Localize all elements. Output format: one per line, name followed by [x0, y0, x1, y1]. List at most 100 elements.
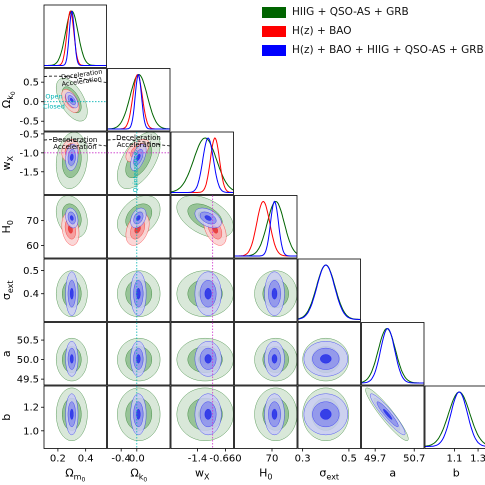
marginal-curve-0 [234, 200, 297, 257]
x-tick-label: 0.3 [295, 454, 311, 465]
legend-label: H(z) + BAO [292, 25, 352, 37]
deceleration-boundary [43, 139, 107, 147]
marginal-curve-0 [298, 264, 361, 320]
x-tick-label: 70 [266, 454, 279, 465]
marginal-curve-0 [425, 391, 485, 447]
panel-frame [107, 195, 171, 259]
contour-panel [117, 337, 161, 382]
contour-2-2 [204, 408, 212, 420]
contour-2-2 [271, 354, 278, 364]
contour-panel [55, 78, 88, 122]
y-tick-label: 70 [26, 216, 39, 227]
x-tick-label: 50.7 [403, 454, 425, 465]
panel-frame [234, 258, 298, 322]
x-tick-label: 49.7 [364, 454, 386, 465]
contour-panel [302, 337, 350, 382]
contour-panel [365, 387, 409, 441]
contour-panel [55, 337, 88, 382]
x-axis-label-a: a [389, 467, 396, 480]
contour-2-2 [136, 153, 141, 161]
marginal-panel [361, 328, 424, 384]
panel-frame [107, 131, 171, 195]
panel-frame [107, 68, 171, 132]
marginal-curve-0 [171, 137, 234, 193]
x-tick-label: 0.2 [50, 454, 66, 465]
contour-panel [176, 270, 234, 318]
panel-frame [234, 385, 298, 449]
y-tick-label: 60 [26, 241, 39, 252]
panel-frame [43, 258, 107, 322]
marginal-panel [171, 137, 234, 193]
y-tick-label: 0.5 [23, 78, 39, 89]
y-tick-label: 49.5 [17, 375, 39, 386]
y-axis-label-b: b [0, 414, 13, 421]
panel-frame [424, 385, 485, 449]
x-tick-label: 0.5 [341, 454, 357, 465]
panel-frame [43, 322, 107, 386]
contour-panel [117, 132, 161, 189]
contour-2-2 [383, 408, 393, 420]
marginal-panel [107, 73, 170, 130]
y-tick-label: 0.5 [23, 266, 39, 277]
x-axis-label-H0: H0 [259, 467, 272, 482]
panel-frame [234, 322, 298, 386]
contour-panel [254, 337, 297, 382]
contour-2-2 [69, 215, 74, 221]
panel-frame [43, 131, 107, 195]
legend-swatch-hzbao [262, 25, 286, 37]
quintessence-label: Quintessence [133, 151, 140, 192]
panel-frame [297, 258, 361, 322]
y-tick-label: 1.2 [23, 403, 39, 414]
panel-frame [361, 385, 425, 449]
contour-2-2 [320, 408, 332, 420]
contour-2-2 [204, 215, 212, 221]
contour-panel [176, 387, 234, 441]
x-axis-label-Om: Ωm0 [65, 467, 85, 484]
contour-panel [55, 195, 88, 246]
contour-panel [254, 270, 297, 318]
legend-label: H(z) + BAO + HIIG + QSO-AS + GRB [292, 44, 484, 56]
x-tick-label: -0.4 [111, 454, 131, 465]
marginal-panel [425, 391, 485, 447]
acceleration-label: Acceleration [117, 141, 161, 149]
marginal-curve-2 [44, 10, 107, 66]
contour-panel [117, 195, 161, 246]
panel-frame [297, 322, 361, 386]
marginal-curve-2 [107, 74, 170, 130]
marginal-panel [234, 200, 297, 257]
y-tick-label: 50.0 [17, 355, 39, 366]
y-tick-label: 0.0 [23, 97, 39, 108]
panel-frame [170, 322, 234, 386]
contour-2-2 [69, 153, 74, 162]
deceleration-boundary [107, 139, 171, 147]
marginal-panel [298, 264, 361, 320]
legend: HIIG + QSO-AS + GRB H(z) + BAO H(z) + BA… [262, 4, 484, 61]
legend-item: H(z) + BAO [262, 23, 482, 39]
x-tick-label: 1.1 [447, 454, 463, 465]
marginal-curve-2 [425, 391, 485, 447]
y-axis-label-wX: wX [0, 155, 15, 170]
closed-label: Closed [43, 103, 65, 111]
contour-panel [55, 270, 88, 318]
panel-frame [43, 385, 107, 449]
x-tick-label: 1.3 [470, 454, 485, 465]
panel-frame [43, 68, 107, 132]
y-tick-label: 1.0 [23, 426, 39, 437]
panel-frame [170, 131, 234, 195]
panel-frame [170, 385, 234, 449]
contour-2-2 [271, 288, 278, 300]
y-tick-label: -1.5 [19, 167, 39, 178]
contour-2-2 [204, 354, 212, 364]
y-tick-label: -1.0 [19, 148, 39, 159]
contour-panel [254, 387, 297, 441]
y-tick-label: -0.5 [19, 129, 39, 140]
contour-panel [176, 195, 234, 246]
contour-panel [55, 387, 88, 441]
y-axis-label-sig: σext [0, 280, 15, 300]
y-axis-label-a: a [0, 350, 13, 357]
panel-frame [107, 322, 171, 386]
contour-2-2 [69, 288, 74, 300]
y-axis-label-Ok: Ωk0 [0, 91, 17, 108]
y-axis-label-H0: H0 [0, 220, 15, 233]
